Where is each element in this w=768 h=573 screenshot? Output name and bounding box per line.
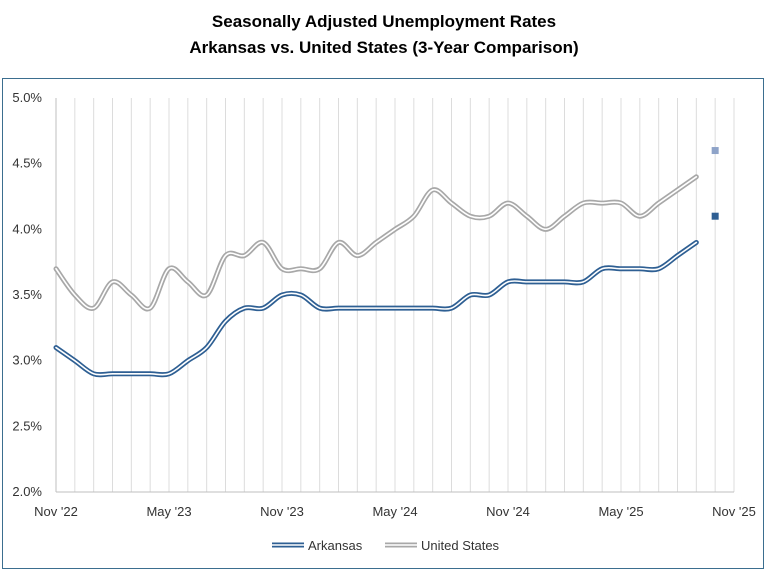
x-tick-label: Nov '25: [712, 504, 756, 519]
chart-frame: [2, 78, 764, 569]
united-states-line-inner: [55, 176, 698, 310]
chart-title-line-1: Seasonally Adjusted Unemployment Rates: [211, 12, 557, 31]
y-tick-label: 3.0%: [12, 353, 42, 368]
x-tick-label: May '24: [372, 504, 417, 519]
x-tick-label: May '25: [598, 504, 643, 519]
y-tick-label: 2.0%: [12, 484, 42, 499]
x-tick-label: Nov '22: [34, 504, 78, 519]
x-tick-label: Nov '24: [486, 504, 530, 519]
y-tick-label: 4.5%: [12, 156, 42, 171]
y-tick-label: 3.5%: [12, 287, 42, 302]
x-tick-label: May '23: [146, 504, 191, 519]
arkansas-line-inner: [55, 241, 698, 376]
legend-label-arkansas: Arkansas: [308, 538, 363, 553]
y-tick-label: 2.5%: [12, 418, 42, 433]
united-states-marker: [711, 147, 719, 155]
y-tick-label: 4.0%: [12, 221, 42, 236]
y-tick-label: 5.0%: [12, 90, 42, 105]
chart-title-line-2: Arkansas vs. United States (3-Year Compa…: [189, 38, 579, 57]
x-tick-label: Nov '23: [260, 504, 304, 519]
legend-label-united-states: United States: [421, 538, 500, 553]
arkansas-marker: [711, 212, 719, 220]
